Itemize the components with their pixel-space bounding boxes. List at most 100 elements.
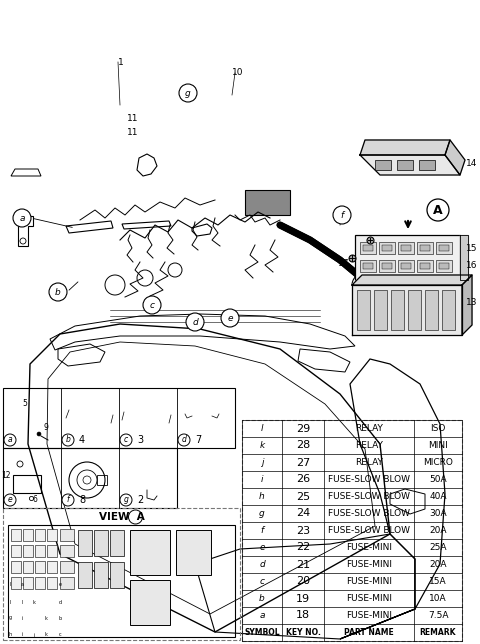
Text: 18: 18 xyxy=(296,611,310,621)
Text: f: f xyxy=(261,526,264,535)
Bar xyxy=(245,190,290,215)
Text: RELAY: RELAY xyxy=(355,458,383,467)
Bar xyxy=(78,562,92,588)
Text: e: e xyxy=(8,495,12,504)
Polygon shape xyxy=(360,155,460,175)
Bar xyxy=(417,260,433,272)
Text: 7.5A: 7.5A xyxy=(428,611,448,620)
Text: b: b xyxy=(259,594,265,603)
Text: A: A xyxy=(433,204,443,216)
Bar xyxy=(439,245,449,251)
Bar xyxy=(419,160,435,170)
Circle shape xyxy=(120,494,132,506)
Text: 14: 14 xyxy=(466,158,478,167)
Text: d: d xyxy=(259,560,265,569)
Bar xyxy=(11,577,21,589)
Bar xyxy=(420,245,430,251)
Text: j: j xyxy=(33,632,35,638)
Text: 10A: 10A xyxy=(429,594,447,603)
Bar xyxy=(398,242,414,254)
Text: i: i xyxy=(21,616,23,621)
Text: g: g xyxy=(185,88,191,97)
Bar xyxy=(439,263,449,269)
Circle shape xyxy=(37,432,41,436)
Bar xyxy=(379,260,395,272)
Bar xyxy=(35,545,45,557)
Text: 5: 5 xyxy=(23,399,27,408)
Text: b: b xyxy=(59,616,61,621)
Text: 20A: 20A xyxy=(429,526,447,535)
Bar xyxy=(47,529,57,541)
Text: c: c xyxy=(260,577,264,586)
Text: g: g xyxy=(9,616,12,621)
Bar xyxy=(60,577,74,589)
Text: l: l xyxy=(9,583,11,587)
Text: 15A: 15A xyxy=(429,577,447,586)
Circle shape xyxy=(186,313,204,331)
Text: k: k xyxy=(259,441,264,450)
Circle shape xyxy=(221,309,239,327)
Text: 1: 1 xyxy=(118,57,124,66)
Text: 30A: 30A xyxy=(429,509,447,518)
Text: PART NAME: PART NAME xyxy=(344,628,394,637)
Text: l: l xyxy=(9,600,11,605)
Bar xyxy=(110,562,124,588)
Bar xyxy=(379,242,395,254)
Text: j: j xyxy=(261,458,263,467)
Circle shape xyxy=(179,84,197,102)
Text: FUSE-SLOW BLOW: FUSE-SLOW BLOW xyxy=(328,492,410,501)
Bar xyxy=(11,545,21,557)
Text: c: c xyxy=(149,301,155,310)
Text: VIEW  A: VIEW A xyxy=(98,512,144,522)
Text: FUSE-MINI: FUSE-MINI xyxy=(346,594,392,603)
Bar xyxy=(436,260,452,272)
Text: g: g xyxy=(259,509,265,518)
Bar xyxy=(78,530,92,556)
Text: c: c xyxy=(124,435,128,444)
Bar xyxy=(360,260,376,272)
Polygon shape xyxy=(460,235,468,280)
Bar xyxy=(3,448,177,508)
Circle shape xyxy=(4,434,16,446)
Text: FUSE-SLOW BLOW: FUSE-SLOW BLOW xyxy=(328,475,410,484)
Bar xyxy=(130,580,170,625)
Bar xyxy=(408,290,421,330)
Text: d: d xyxy=(59,600,61,605)
Text: 16: 16 xyxy=(466,261,478,269)
Bar xyxy=(3,508,240,640)
Text: k: k xyxy=(33,600,36,605)
Bar xyxy=(436,242,452,254)
Text: h: h xyxy=(259,492,265,501)
Text: 6: 6 xyxy=(33,495,37,504)
Text: 7: 7 xyxy=(195,435,201,445)
Bar xyxy=(442,290,455,330)
Bar xyxy=(23,529,33,541)
Bar xyxy=(8,525,235,637)
Bar xyxy=(363,263,373,269)
Bar xyxy=(357,290,370,330)
Text: 15: 15 xyxy=(466,243,478,252)
Bar xyxy=(23,545,33,557)
Text: 17: 17 xyxy=(338,258,349,267)
Bar xyxy=(3,388,235,448)
Bar xyxy=(60,529,74,541)
Bar xyxy=(375,160,391,170)
Bar xyxy=(47,545,57,557)
Bar xyxy=(97,475,107,485)
Circle shape xyxy=(120,434,132,446)
Bar xyxy=(355,235,460,280)
Text: 50A: 50A xyxy=(429,475,447,484)
Text: RELAY: RELAY xyxy=(355,424,383,433)
Text: b: b xyxy=(66,435,71,444)
Text: 20: 20 xyxy=(296,576,310,587)
Bar xyxy=(398,260,414,272)
Circle shape xyxy=(49,283,67,301)
Text: i: i xyxy=(21,632,23,638)
Text: 2: 2 xyxy=(137,495,143,505)
Polygon shape xyxy=(445,140,465,175)
Text: 11: 11 xyxy=(127,128,139,137)
Text: KEY NO.: KEY NO. xyxy=(286,628,321,637)
Text: FUSE-SLOW BLOW: FUSE-SLOW BLOW xyxy=(328,526,410,535)
Bar xyxy=(110,530,124,556)
Text: 27: 27 xyxy=(296,457,310,468)
